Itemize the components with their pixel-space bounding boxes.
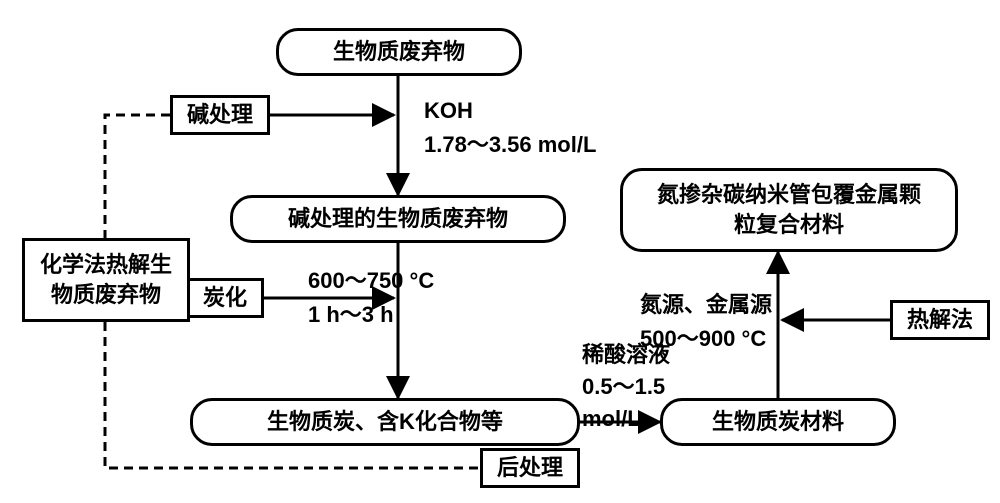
node-label: 生物质废弃物	[333, 37, 465, 67]
label-koh-conc: 1.78～3.56 mol/L	[424, 130, 596, 160]
box-carbonization: 炭化	[186, 278, 264, 318]
node-label: 碱处理的生物质废弃物	[288, 204, 508, 234]
box-label: 炭化	[203, 283, 247, 313]
node-biochar-material: 生物质炭材料	[660, 398, 896, 446]
box-label: 碱处理	[187, 100, 253, 130]
node-label: 氮掺杂碳纳米管包覆金属颗 粒复合材料	[657, 180, 921, 239]
box-pyrolysis-method: 热解法	[890, 300, 990, 340]
label-koh: KOH	[424, 96, 473, 126]
label-carbon-temp: 600～750 °C	[308, 266, 434, 296]
node-alkali-treated-waste: 碱处理的生物质废弃物	[230, 195, 566, 243]
box-chemical-pyrolysis: 化学法热解生 物质废弃物	[22, 238, 190, 322]
node-label: 生物质炭、含K化合物等	[267, 407, 503, 437]
node-biochar-kcompound: 生物质炭、含K化合物等	[190, 398, 580, 446]
node-label: 生物质炭材料	[712, 407, 844, 437]
box-post-treatment: 后处理	[480, 448, 580, 488]
label-nsource-temp: 500～900 °C	[640, 324, 766, 354]
label-nsource: 氮源、金属源	[640, 290, 772, 320]
box-label: 热解法	[907, 305, 973, 335]
label-carbon-time: 1 h～3 h	[308, 300, 394, 330]
node-biomass-waste: 生物质废弃物	[276, 28, 522, 76]
node-ncnt-composite: 氮掺杂碳纳米管包覆金属颗 粒复合材料	[620, 168, 958, 252]
box-alkali-treatment: 碱处理	[170, 95, 270, 135]
label-acid-conc: 0.5～1.5	[582, 372, 665, 402]
label-acid-unit: mol/L	[582, 404, 641, 434]
box-label: 化学法热解生 物质废弃物	[40, 250, 172, 309]
box-label: 后处理	[497, 453, 563, 483]
